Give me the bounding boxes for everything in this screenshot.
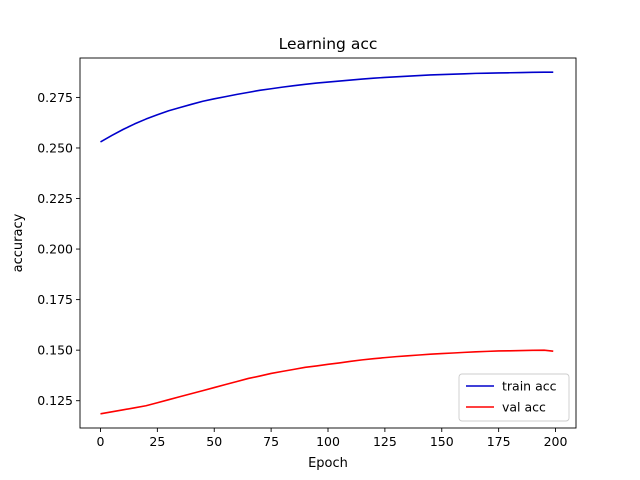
- x-tick-label: 150: [430, 434, 454, 449]
- series-line-train-acc: [100, 71, 554, 143]
- y-tick-label: 0.125: [37, 393, 73, 408]
- x-axis-label: Epoch: [308, 456, 348, 471]
- x-tick-label: 200: [544, 434, 568, 449]
- legend-label-train-acc: train acc: [502, 379, 557, 394]
- y-tick-label: 0.250: [37, 140, 73, 155]
- legend: train acc val acc: [458, 373, 570, 422]
- legend-label-val-acc: val acc: [502, 400, 546, 415]
- x-tick-label: 100: [316, 434, 340, 449]
- y-axis-label: accuracy: [11, 213, 26, 272]
- x-tick-label: 175: [487, 434, 511, 449]
- x-tick-label: 25: [149, 434, 165, 449]
- y-tick-label: 0.150: [37, 343, 73, 358]
- y-tick-label: 0.275: [37, 90, 73, 105]
- x-tick-label: 125: [373, 434, 397, 449]
- x-tick-label: 75: [263, 434, 279, 449]
- y-tick-label: 0.200: [37, 242, 73, 257]
- series-line-val-acc: [100, 349, 554, 415]
- series-layer: [100, 71, 554, 415]
- y-tick-label: 0.175: [37, 292, 73, 307]
- chart-title: Learning acc: [279, 35, 378, 53]
- x-axis-ticks: 0 25 50 75 100 125 150 175 200: [97, 428, 568, 449]
- x-tick-label: 0: [97, 434, 105, 449]
- x-tick-label: 50: [206, 434, 222, 449]
- y-tick-label: 0.225: [37, 191, 73, 206]
- y-axis-ticks: 0.125 0.150 0.175 0.200 0.225 0.250 0.275: [37, 90, 80, 408]
